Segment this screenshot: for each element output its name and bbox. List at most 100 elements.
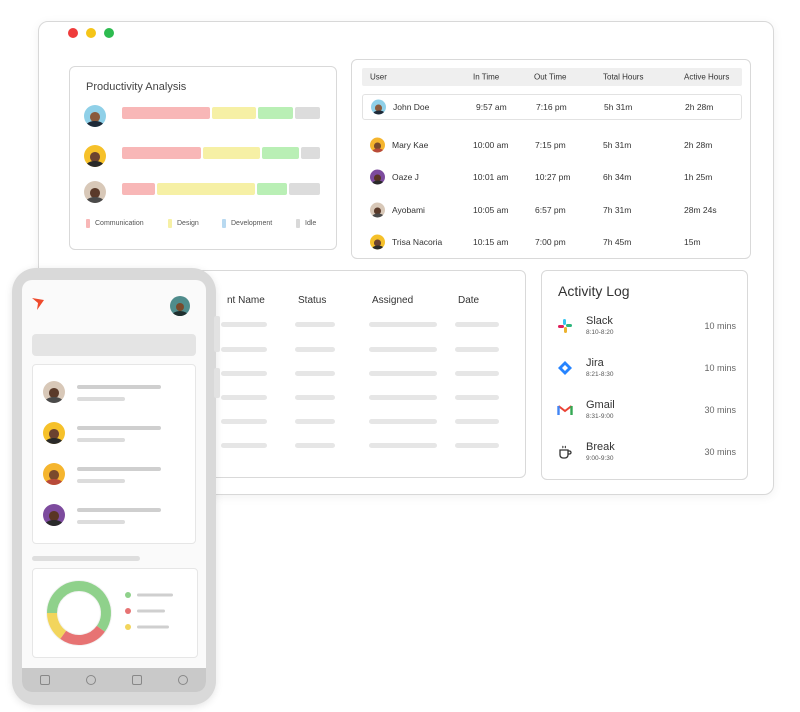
total-hours: 5h 31m bbox=[603, 140, 632, 150]
activity-duration: 30 mins bbox=[704, 405, 736, 415]
activity-name: Break bbox=[586, 441, 615, 453]
productivity-bars bbox=[122, 107, 320, 119]
user-avatar bbox=[370, 169, 385, 185]
activity-time: 8:21-8:30 bbox=[586, 371, 614, 378]
column-header-assigned[interactable]: Assigned bbox=[372, 295, 414, 306]
profile-avatar[interactable] bbox=[170, 296, 190, 316]
column-header-name[interactable]: nt Name bbox=[227, 295, 265, 306]
donut-segment bbox=[60, 625, 105, 645]
bar-segment-communication bbox=[122, 183, 155, 195]
legend-dot-red bbox=[125, 608, 131, 614]
clock-icon[interactable] bbox=[86, 675, 96, 685]
user-avatar bbox=[43, 422, 65, 444]
column-header-active-hours[interactable]: Active Hours bbox=[684, 72, 730, 82]
user-avatar bbox=[84, 181, 106, 203]
list-item[interactable] bbox=[43, 500, 193, 530]
phone-screen bbox=[22, 280, 206, 692]
active-hours: 1h 25m bbox=[684, 172, 713, 182]
legend-item-development: Development bbox=[222, 219, 272, 228]
column-header-user[interactable]: User bbox=[370, 72, 387, 82]
user-avatar bbox=[84, 105, 106, 127]
active-hours: 2h 28m bbox=[684, 140, 713, 150]
user-avatar bbox=[370, 137, 385, 153]
bar-segment-communication bbox=[122, 107, 211, 119]
user-name: John Doe bbox=[393, 102, 430, 112]
activity-log-title: Activity Log bbox=[558, 283, 630, 299]
legend-label: Communication bbox=[95, 220, 144, 227]
table-row[interactable]: Oaze J 10:01 am 10:27 pm 6h 34m 1h 25m bbox=[362, 164, 742, 190]
activity-time: 8:10-8:20 bbox=[586, 329, 614, 336]
bar-segment-design bbox=[212, 107, 257, 119]
in-time: 10:01 am bbox=[473, 172, 509, 182]
list-item[interactable] bbox=[43, 459, 193, 489]
column-header-out-time[interactable]: Out Time bbox=[534, 72, 567, 82]
out-time: 7:15 pm bbox=[535, 140, 566, 150]
activity-name: Jira bbox=[586, 357, 604, 369]
activity-log-card: Activity Log Slack 8:10-8:20 10 mins Jir… bbox=[541, 270, 748, 480]
minimize-window-dot[interactable] bbox=[86, 28, 96, 38]
activity-item[interactable]: Jira 8:21-8:30 10 mins bbox=[556, 355, 736, 385]
search-bar[interactable] bbox=[32, 334, 196, 356]
out-time: 7:16 pm bbox=[536, 102, 567, 112]
user-avatar bbox=[43, 463, 65, 485]
user-avatar bbox=[371, 99, 386, 115]
grid-icon[interactable] bbox=[40, 675, 50, 685]
profile-icon[interactable] bbox=[178, 675, 188, 685]
user-avatar bbox=[43, 504, 65, 526]
column-header-in-time[interactable]: In Time bbox=[473, 72, 500, 82]
bar-segment-idle bbox=[300, 147, 320, 159]
table-row[interactable]: Ayobami 10:05 am 6:57 pm 7h 31m 28m 24s bbox=[362, 197, 742, 223]
phone-volume-down-button bbox=[214, 368, 220, 398]
user-name: Oaze J bbox=[392, 172, 419, 182]
table-row[interactable]: John Doe 9:57 am 7:16 pm 5h 31m 2h 28m bbox=[362, 94, 742, 120]
user-attendance-table: User In Time Out Time Total Hours Active… bbox=[351, 59, 751, 259]
phone-chart-card bbox=[32, 568, 198, 658]
table-row[interactable]: Mary Kae 10:00 am 7:15 pm 5h 31m 2h 28m bbox=[362, 132, 742, 158]
activity-duration: 10 mins bbox=[704, 321, 736, 331]
total-hours: 7h 31m bbox=[603, 205, 632, 215]
donut-chart bbox=[46, 580, 173, 646]
out-time: 6:57 pm bbox=[535, 205, 566, 215]
activity-item[interactable]: Break 9:00-9:30 30 mins bbox=[556, 439, 736, 469]
list-item[interactable] bbox=[43, 418, 193, 448]
activity-time: 9:00-9:30 bbox=[586, 455, 614, 462]
list-item[interactable] bbox=[43, 377, 193, 407]
activity-duration: 10 mins bbox=[704, 363, 736, 373]
activity-item[interactable]: Gmail 8:31-9:00 30 mins bbox=[556, 397, 736, 427]
bar-segment-development bbox=[258, 107, 294, 119]
bar-segment-design bbox=[156, 183, 255, 195]
activity-duration: 30 mins bbox=[704, 447, 736, 457]
legend-swatch bbox=[296, 219, 300, 228]
bar-segment-idle bbox=[289, 183, 320, 195]
chart-icon[interactable] bbox=[132, 675, 142, 685]
donut-segment bbox=[78, 581, 111, 632]
legend-label: Design bbox=[177, 220, 199, 227]
column-header-date[interactable]: Date bbox=[458, 295, 480, 306]
donut-segment bbox=[47, 581, 80, 614]
productivity-analysis-card: Productivity Analysis Communication Desi… bbox=[69, 66, 337, 250]
legend-item-idle: Idle bbox=[296, 219, 316, 228]
active-hours: 15m bbox=[684, 237, 701, 247]
slack-icon bbox=[556, 317, 574, 335]
user-avatar bbox=[84, 145, 106, 167]
legend-dot-green bbox=[125, 592, 131, 598]
productivity-row bbox=[84, 105, 324, 135]
in-time: 10:05 am bbox=[473, 205, 509, 215]
column-header-status[interactable]: Status bbox=[298, 295, 327, 306]
activity-item[interactable]: Slack 8:10-8:20 10 mins bbox=[556, 313, 736, 343]
bar-segment-idle bbox=[295, 107, 320, 119]
productivity-row bbox=[84, 145, 324, 175]
column-header-total-hours[interactable]: Total Hours bbox=[603, 72, 644, 82]
table-row[interactable]: Trisa Nacoria 10:15 am 7:00 pm 7h 45m 15… bbox=[362, 229, 742, 255]
in-time: 9:57 am bbox=[476, 102, 507, 112]
total-hours: 7h 45m bbox=[603, 237, 632, 247]
bar-segment-development bbox=[262, 147, 299, 159]
section-placeholder bbox=[32, 556, 140, 561]
close-window-dot[interactable] bbox=[68, 28, 78, 38]
user-name: Trisa Nacoria bbox=[392, 237, 443, 247]
legend-item-communication: Communication bbox=[86, 219, 144, 228]
team-list bbox=[32, 364, 196, 544]
maximize-window-dot[interactable] bbox=[104, 28, 114, 38]
jira-icon bbox=[556, 359, 574, 377]
app-logo-icon bbox=[32, 297, 44, 311]
